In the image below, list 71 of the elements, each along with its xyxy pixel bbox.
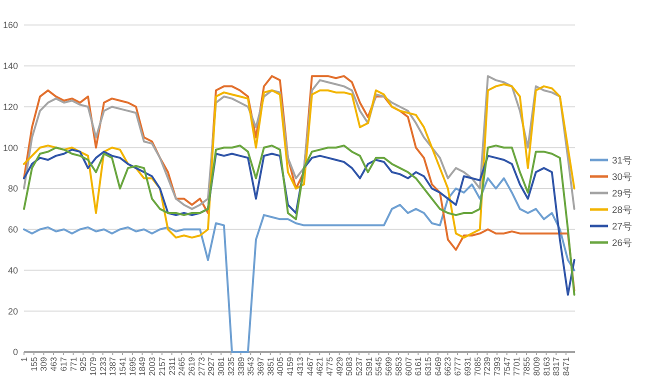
x-tick-label: 1541 xyxy=(118,356,128,376)
x-tick-label: 4467 xyxy=(304,356,315,376)
legend-label: 28号 xyxy=(612,204,633,216)
x-tick-label: 4929 xyxy=(334,356,344,376)
x-tick-label: 5699 xyxy=(384,356,394,376)
x-tick-label: 8317 xyxy=(551,356,562,376)
x-tick-label: 3235 xyxy=(226,356,236,376)
x-tick-label: 8471 xyxy=(560,356,571,376)
x-tick-label: 1079 xyxy=(88,356,98,376)
y-tick-label: 120 xyxy=(2,102,18,112)
y-tick-label: 100 xyxy=(2,142,18,153)
x-tick-label: 309 xyxy=(38,356,49,372)
y-tick-label: 60 xyxy=(8,224,18,235)
legend-label: 29号 xyxy=(612,188,633,200)
x-tick-label: 3851 xyxy=(265,356,276,376)
y-tick-label: 0 xyxy=(12,347,18,358)
x-tick-label: 6161 xyxy=(413,356,424,376)
x-tick-label: 925 xyxy=(78,356,88,372)
y-tick-label: 40 xyxy=(8,265,18,276)
x-tick-label: 2927 xyxy=(206,356,216,376)
x-tick-label: 1695 xyxy=(127,356,138,376)
x-tick-label: 2465 xyxy=(176,356,187,376)
x-tick-label: 5237 xyxy=(354,356,364,376)
x-tick-label: 7239 xyxy=(482,356,492,376)
x-tick-label: 8009 xyxy=(531,356,542,376)
x-tick-label: 3389 xyxy=(236,356,246,376)
x-tick-label: 2311 xyxy=(166,356,177,376)
x-tick-label: 3081 xyxy=(216,356,226,376)
x-tick-label: 4621 xyxy=(314,356,325,376)
x-tick-label: 3543 xyxy=(246,356,256,376)
y-tick-label: 80 xyxy=(8,184,18,194)
legend-label: 26号 xyxy=(612,238,633,249)
x-tick-label: 7547 xyxy=(502,356,512,376)
x-tick-label: 4313 xyxy=(294,356,305,376)
y-tick-label: 140 xyxy=(2,61,18,72)
x-tick-label: 2003 xyxy=(147,356,158,376)
legend-label: 27号 xyxy=(612,221,633,232)
x-tick-label: 1233 xyxy=(98,356,108,376)
x-tick-label: 617 xyxy=(58,356,68,372)
x-tick-label: 7393 xyxy=(492,356,502,376)
x-tick-label: 1 xyxy=(18,356,29,362)
x-tick-label: 463 xyxy=(48,356,59,372)
x-tick-label: 6315 xyxy=(422,356,433,376)
x-tick-label: 5545 xyxy=(374,356,384,376)
x-tick-label: 3697 xyxy=(255,356,266,376)
x-tick-label: 8163 xyxy=(541,356,552,376)
legend-label: 31号 xyxy=(612,155,633,166)
x-tick-label: 7085 xyxy=(472,356,482,376)
x-tick-label: 4159 xyxy=(285,356,296,376)
x-tick-label: 155 xyxy=(28,356,39,372)
x-tick-label: 5083 xyxy=(344,356,354,376)
x-tick-label: 6931 xyxy=(462,356,472,376)
x-tick-label: 6469 xyxy=(432,356,443,376)
x-tick-label: 4775 xyxy=(324,356,334,376)
x-tick-label: 6007 xyxy=(403,356,414,376)
x-tick-label: 2157 xyxy=(156,356,167,376)
x-tick-label: 6623 xyxy=(442,356,453,376)
x-tick-label: 2619 xyxy=(186,356,196,376)
x-tick-label: 5853 xyxy=(393,356,404,376)
x-tick-label: 7855 xyxy=(522,356,532,376)
x-tick-label: 7701 xyxy=(512,356,522,376)
legend-label: 30号 xyxy=(612,172,633,183)
x-tick-label: 1387 xyxy=(108,356,118,376)
x-tick-label: 2773 xyxy=(196,356,206,376)
y-tick-label: 20 xyxy=(8,306,18,316)
x-tick-label: 5391 xyxy=(364,356,374,376)
x-tick-label: 771 xyxy=(68,356,78,372)
x-tick-label: 4005 xyxy=(275,356,286,376)
x-tick-label: 1849 xyxy=(137,356,148,376)
x-tick-label: 6777 xyxy=(452,356,463,376)
y-tick-label: 160 xyxy=(2,20,18,30)
